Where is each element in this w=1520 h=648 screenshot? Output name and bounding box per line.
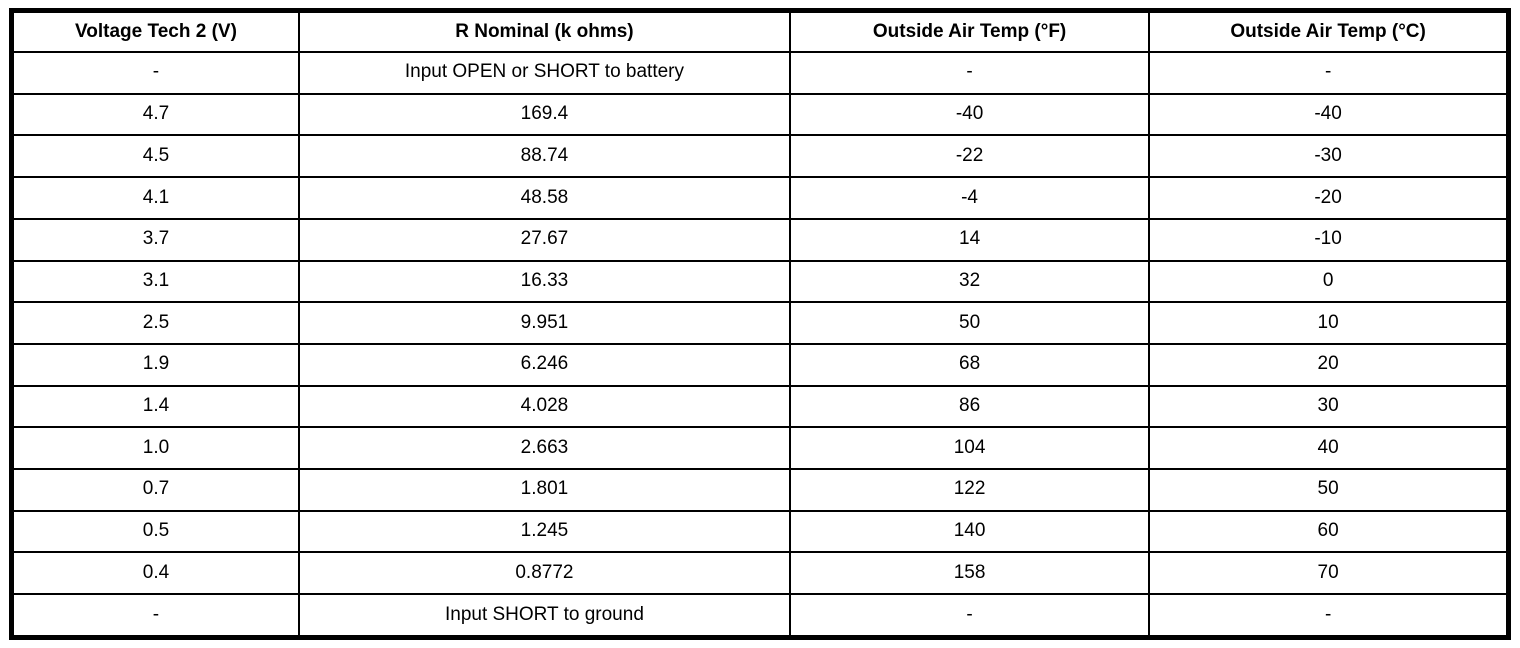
table-row: - Input SHORT to ground - - [10,593,1510,639]
table-cell: 3.1 [10,259,300,304]
table-cell: 1.4 [10,384,300,429]
table-cell: 60 [1148,509,1510,554]
table-cell: 1.245 [297,509,791,554]
table-cell: 0.4 [10,551,300,596]
column-header: Outside Air Temp (°F) [788,9,1151,53]
column-header: R Nominal (k ohms) [297,9,791,53]
table-cell: -30 [1148,134,1510,179]
table-cell: 6.246 [297,342,791,387]
table-cell: - [788,593,1151,639]
table-row: 0.5 1.245 140 60 [10,509,1510,554]
table-cell: 68 [788,342,1151,387]
table-row: 3.7 27.67 14 -10 [10,217,1510,262]
table-cell: 122 [788,468,1151,512]
table-row: 4.5 88.74 -22 -30 [10,134,1510,179]
table-cell: -20 [1148,176,1510,220]
table-row: 4.1 48.58 -4 -20 [10,176,1510,220]
table-cell: 0 [1148,259,1510,304]
table-row: 3.1 16.33 32 0 [10,259,1510,304]
table-row: 1.9 6.246 68 20 [10,342,1510,387]
table-cell: Input OPEN or SHORT to battery [297,51,791,95]
table-cell: 16.33 [297,259,791,304]
table-cell: - [10,593,300,639]
table-cell: 20 [1148,342,1510,387]
table-cell: 4.1 [10,176,300,220]
header-row: Voltage Tech 2 (V) R Nominal (k ohms) Outs… [10,9,1510,53]
table-cell: 0.5 [10,509,300,554]
table-cell: 32 [788,259,1151,304]
table-row: - Input OPEN or SHORT to battery - - [10,51,1510,95]
table-cell: -40 [788,92,1151,137]
table-cell: -40 [1148,92,1510,137]
table-cell: - [1148,51,1510,95]
table-cell: -22 [788,134,1151,179]
table-cell: - [10,51,300,95]
table-cell: 27.67 [297,217,791,262]
column-header: Outside Air Temp (°C) [1148,9,1510,53]
table-cell: - [1148,593,1510,639]
table-row: 0.7 1.801 122 50 [10,468,1510,512]
table-cell: 1.0 [10,426,300,471]
table-row: 1.4 4.028 86 30 [10,384,1510,429]
table-cell: 50 [1148,468,1510,512]
table-cell: 40 [1148,426,1510,471]
table-cell: 14 [788,217,1151,262]
table-cell: 0.7 [10,468,300,512]
table-cell: 1.9 [10,342,300,387]
table-cell: 50 [788,301,1151,345]
table-cell: 2.5 [10,301,300,345]
outside-air-temp-sensor-table: Voltage Tech 2 (V) R Nominal (k ohms) Outs… [9,8,1511,640]
table-cell: 4.028 [297,384,791,429]
table-cell: 30 [1148,384,1510,429]
table-cell: 169.4 [297,92,791,137]
table-row: 1.0 2.663 104 40 [10,426,1510,471]
table-cell: 4.5 [10,134,300,179]
table-cell: -4 [788,176,1151,220]
table-cell: 104 [788,426,1151,471]
table-cell: 140 [788,509,1151,554]
table-cell: 48.58 [297,176,791,220]
table-cell: 3.7 [10,217,300,262]
table-cell: Input SHORT to ground [297,593,791,639]
table-cell: 9.951 [297,301,791,345]
table-cell: 1.801 [297,468,791,512]
table-cell: -10 [1148,217,1510,262]
table-row: 2.5 9.951 50 10 [10,301,1510,345]
table-cell: 70 [1148,551,1510,596]
table-cell: 0.8772 [297,551,791,596]
table-cell: 158 [788,551,1151,596]
table-cell: 88.74 [297,134,791,179]
column-header: Voltage Tech 2 (V) [10,9,300,53]
table-cell: 2.663 [297,426,791,471]
table-header: Voltage Tech 2 (V) R Nominal (k ohms) Outs… [10,9,1510,53]
table-body: - Input OPEN or SHORT to battery - -4.7 169.… [10,51,1510,639]
table-cell: 86 [788,384,1151,429]
table-cell: 4.7 [10,92,300,137]
table-cell: - [788,51,1151,95]
table-cell: 10 [1148,301,1510,345]
table-row: 0.4 0.8772 158 70 [10,551,1510,596]
table-row: 4.7 169.4 -40 -40 [10,92,1510,137]
